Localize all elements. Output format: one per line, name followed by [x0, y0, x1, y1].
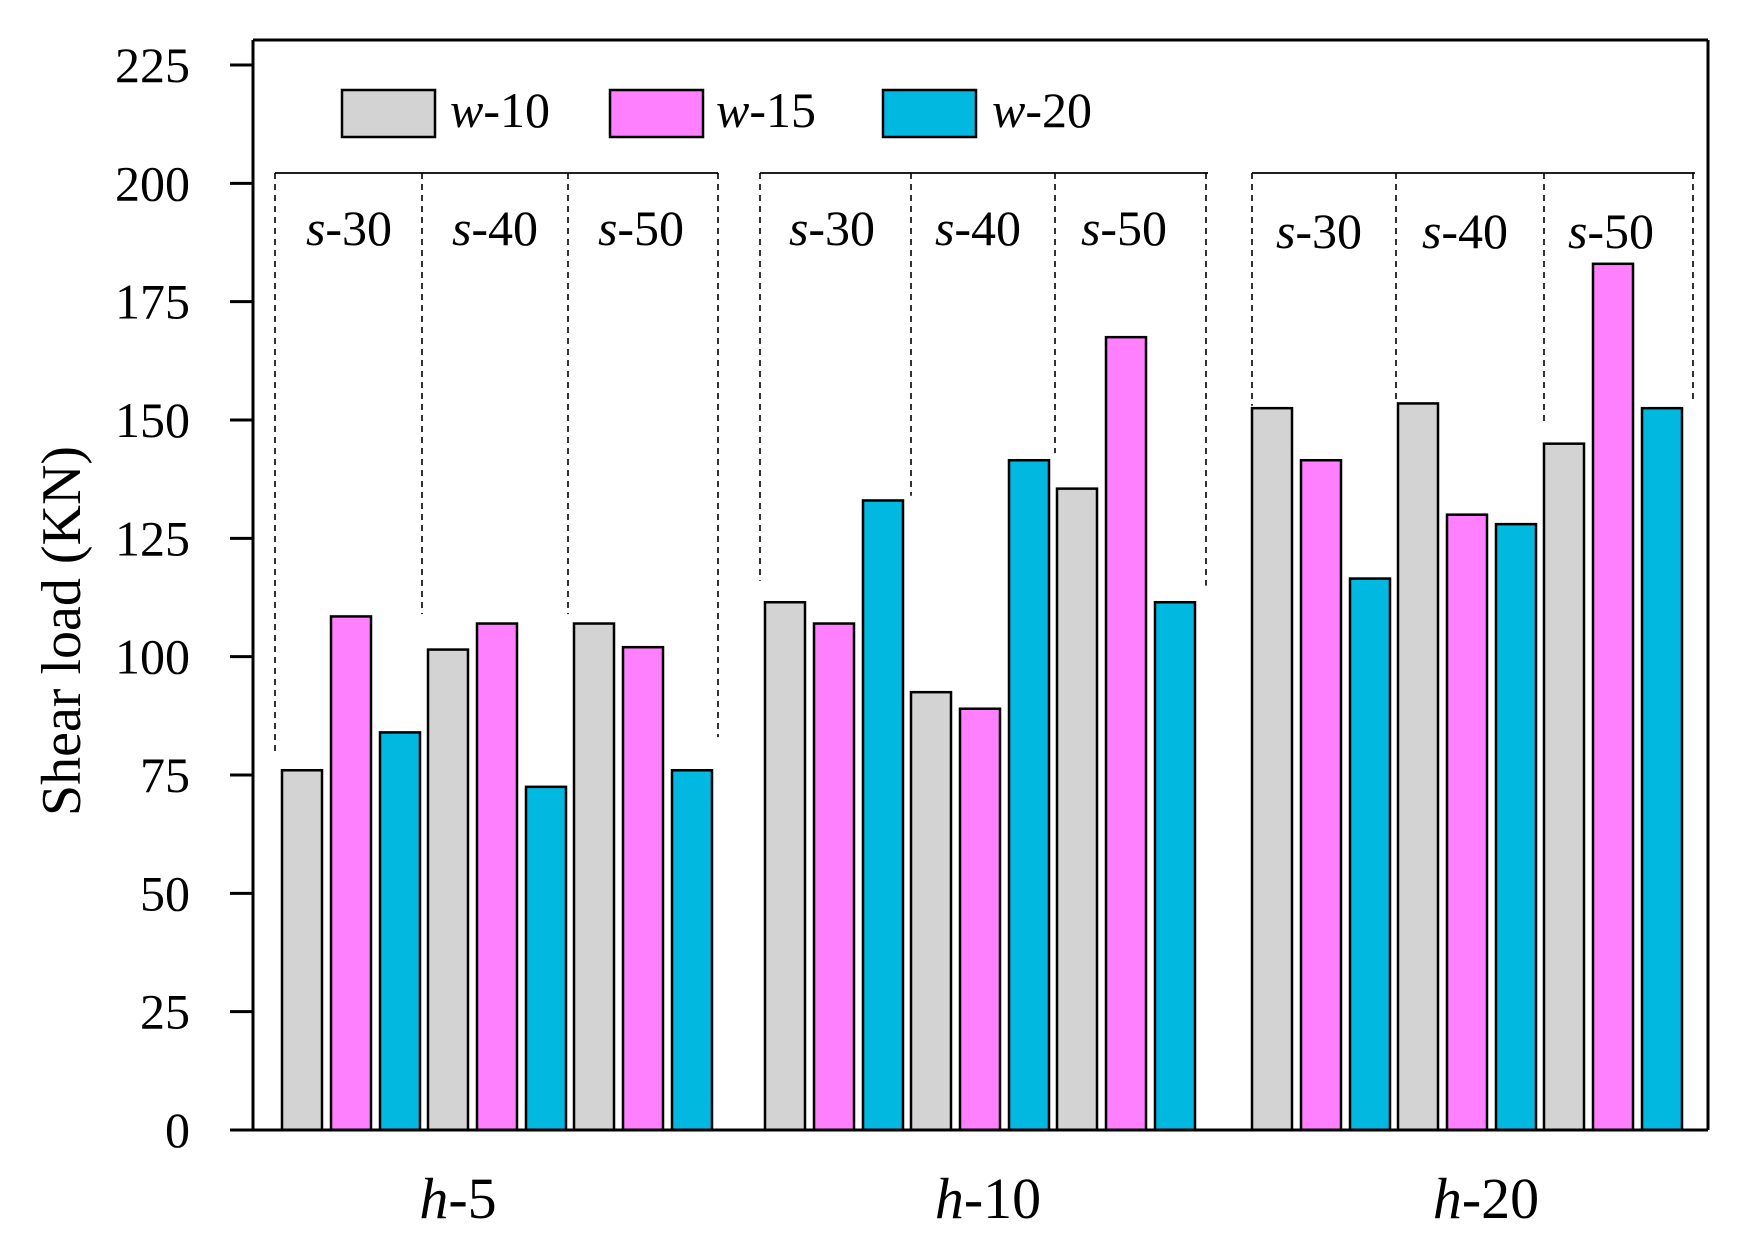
- y-tick-label: 75: [140, 747, 190, 803]
- y-tick-label: 150: [115, 392, 190, 448]
- y-tick-label: 175: [115, 274, 190, 330]
- subgroup-label-s-40: s-40: [452, 200, 538, 256]
- bar-h-20-s-50-w-10: [1542, 442, 1586, 1132]
- bar-h-5-s-40-w-10: [426, 648, 470, 1132]
- subgroup-label-s-30: s-30: [306, 200, 392, 256]
- bar-h-10-s-30-w-20: [861, 499, 905, 1132]
- axes: [230, 38, 1710, 1132]
- bar-h-20-s-30-w-15: [1299, 458, 1343, 1132]
- bar-h-20-s-50-w-15: [1591, 262, 1635, 1132]
- bar-h-10-s-40-w-10: [909, 690, 953, 1132]
- subgroup-label-s-40: s-40: [935, 200, 1021, 256]
- bar-h-20-s-40-w-20: [1494, 522, 1538, 1132]
- y-axis-title: Shear load (KN): [31, 446, 93, 816]
- y-tick-label: 50: [140, 865, 190, 921]
- y-tick-label: 25: [140, 984, 190, 1040]
- group-label-h-10: h-10: [935, 1166, 1041, 1231]
- bar-h-20-s-30-w-10: [1250, 406, 1294, 1132]
- bars: [280, 262, 1684, 1132]
- y-tick-label: 225: [115, 37, 190, 93]
- y-tick-label: 125: [115, 510, 190, 566]
- subgroup-dividers: [274, 172, 1695, 752]
- legend-swatch-w-20: [881, 88, 978, 139]
- bar-h-10-s-40-w-15: [958, 707, 1002, 1132]
- bar-h-10-s-50-w-10: [1055, 487, 1099, 1132]
- legend: w-10 w-15 w-20: [340, 82, 1092, 139]
- y-tick-label: 200: [115, 155, 190, 211]
- subgroup-label-s-30: s-30: [789, 200, 875, 256]
- bar-h-5-s-50-w-20: [670, 769, 714, 1132]
- bar-h-20-s-50-w-20: [1640, 406, 1684, 1132]
- bar-h-5-s-40-w-20: [524, 785, 568, 1132]
- bar-h-20-s-40-w-10: [1396, 402, 1440, 1132]
- bar-h-20-s-40-w-15: [1445, 513, 1489, 1132]
- subgroup-label-s-30: s-30: [1276, 203, 1362, 259]
- subgroup-label-s-50: s-50: [1568, 203, 1654, 259]
- bar-h-10-s-30-w-15: [812, 622, 856, 1132]
- subgroup-label-s-40: s-40: [1422, 203, 1508, 259]
- labels: 0 25 50 75 100 125 150 175 200 225 h-5 h-10 h-20 s-30…: [115, 37, 1654, 1231]
- bar-h-5-s-30-w-20: [378, 731, 422, 1132]
- bar-h-5-s-50-w-10: [572, 622, 616, 1132]
- subgroup-label-s-50: s-50: [1081, 200, 1167, 256]
- group-label-h-5: h-5: [419, 1166, 496, 1231]
- legend-label-w-10: w-10: [450, 82, 550, 138]
- bar-h-5-s-30-w-15: [329, 615, 373, 1132]
- bar-h-5-s-30-w-10: [280, 769, 324, 1132]
- bar-h-5-s-40-w-15: [475, 622, 519, 1132]
- bar-h-10-s-50-w-20: [1153, 600, 1197, 1132]
- group-label-h-20: h-20: [1433, 1166, 1539, 1231]
- subgroup-label-s-50: s-50: [598, 200, 684, 256]
- legend-swatch-w-15: [608, 88, 705, 139]
- legend-swatch-w-10: [340, 88, 437, 139]
- bar-h-10-s-40-w-20: [1007, 458, 1051, 1132]
- legend-label-w-20: w-20: [992, 82, 1092, 138]
- bar-h-20-s-30-w-20: [1348, 577, 1392, 1132]
- bar-h-10-s-30-w-10: [763, 600, 807, 1132]
- y-tick-label: 100: [115, 629, 190, 685]
- bar-h-5-s-50-w-15: [621, 645, 665, 1132]
- bar-h-10-s-50-w-15: [1104, 335, 1148, 1132]
- legend-label-w-15: w-15: [716, 82, 816, 138]
- y-tick-label: 0: [165, 1102, 190, 1158]
